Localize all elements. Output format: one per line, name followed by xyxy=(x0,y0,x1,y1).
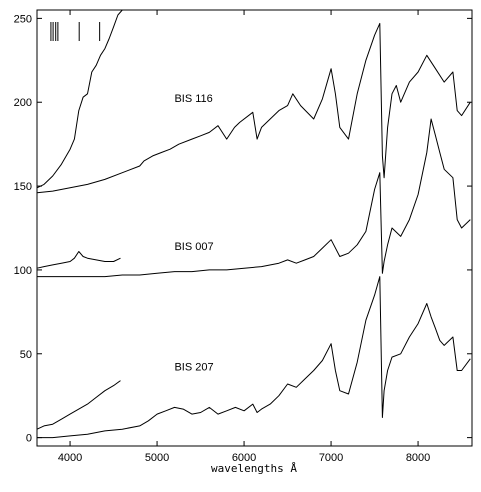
x-axis-label: wavelengths Å xyxy=(211,462,297,475)
y-tick-label: 100 xyxy=(14,265,32,277)
y-tick-label: 150 xyxy=(14,181,32,193)
y-tick-label: 0 xyxy=(26,433,32,445)
series-inset-line xyxy=(36,9,123,189)
x-tick-label: 6000 xyxy=(232,452,256,464)
x-tick-label: 4000 xyxy=(58,452,82,464)
series-label: BIS 116 xyxy=(174,93,212,105)
series-line xyxy=(37,276,471,439)
series-label: BIS 007 xyxy=(174,241,213,253)
series-insets xyxy=(36,9,123,430)
series-curves xyxy=(36,22,471,439)
wavelength-markers xyxy=(50,22,101,41)
series-line xyxy=(36,22,471,194)
y-tick-label: 50 xyxy=(20,349,32,361)
series-inset-line xyxy=(36,251,121,269)
y-axis: 0 50 100 150 200 250 xyxy=(14,13,472,445)
series-labels: BIS 116 BIS 007 BIS 207 xyxy=(174,93,213,373)
y-tick-label: 200 xyxy=(14,97,32,109)
x-axis: 4000 5000 6000 7000 8000 xyxy=(58,10,430,464)
plot-frame xyxy=(36,9,473,447)
series-label: BIS 207 xyxy=(174,362,213,374)
series-line xyxy=(37,118,471,278)
x-tick-label: 8000 xyxy=(406,452,430,464)
x-tick-label: 7000 xyxy=(319,452,343,464)
x-tick-label: 5000 xyxy=(145,452,169,464)
series-inset-line xyxy=(36,380,121,430)
y-tick-label: 250 xyxy=(14,13,32,25)
